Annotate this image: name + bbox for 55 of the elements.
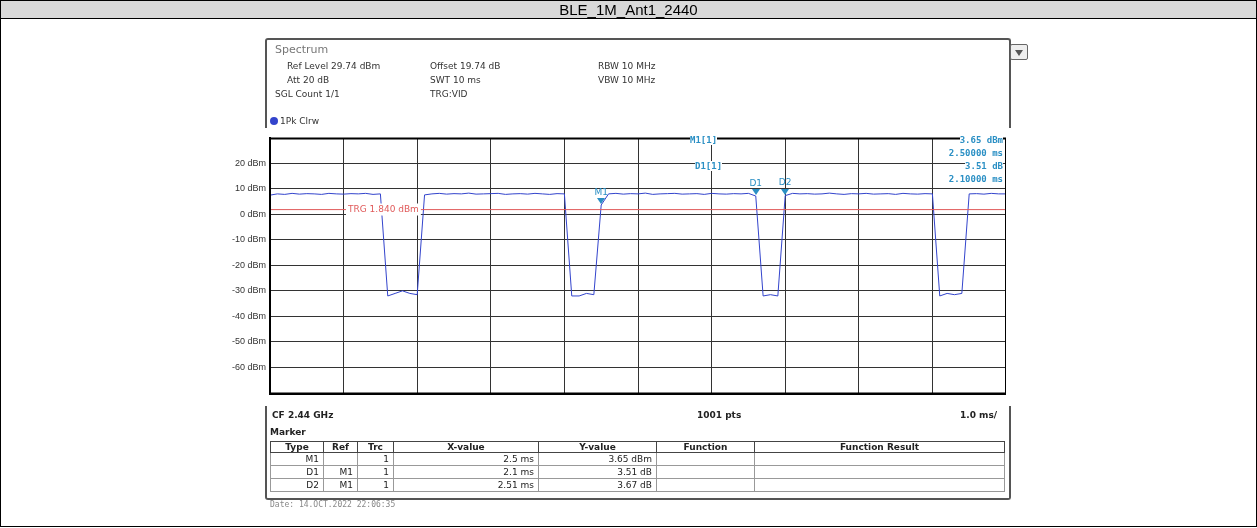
ref-line-label: TRG 1.840 dBm bbox=[347, 203, 419, 214]
text: TRG:VID bbox=[430, 89, 468, 99]
text: VBW 10 MHz bbox=[598, 75, 656, 85]
chart-title: BLE_1M_Ant1_2440 bbox=[0, 0, 1257, 19]
text: Y-value bbox=[538, 441, 657, 453]
text: SWT 10 ms bbox=[430, 75, 481, 85]
y-tick-label: 10 dBm bbox=[234, 183, 266, 194]
text: Spectrum bbox=[275, 43, 329, 56]
text: 1001 pts bbox=[697, 410, 742, 420]
legend-label: 1Pk Clrw bbox=[279, 116, 320, 126]
annotation: 3.51 dB bbox=[965, 161, 1003, 171]
text: Type bbox=[270, 441, 324, 453]
text: Offset 19.74 dB bbox=[430, 61, 501, 71]
text: X-value bbox=[393, 441, 539, 453]
y-tick-label: -50 dBm bbox=[231, 336, 266, 347]
y-tick-label: -10 dBm bbox=[231, 234, 266, 245]
text: CF 2.44 GHz bbox=[272, 410, 334, 420]
y-tick-label: -40 dBm bbox=[231, 310, 266, 321]
annotation: M1[1] bbox=[690, 135, 718, 145]
text: 2.1 ms bbox=[393, 465, 539, 479]
text: 2.5 ms bbox=[393, 452, 539, 466]
annotation: D1 bbox=[749, 177, 763, 188]
y-tick-label: 0 dBm bbox=[239, 208, 266, 219]
text: 1 bbox=[357, 465, 394, 479]
text: 3.67 dB bbox=[538, 478, 657, 492]
text: SGL Count 1/1 bbox=[275, 89, 340, 99]
text: 3.51 dB bbox=[538, 465, 657, 479]
text: D1 bbox=[270, 465, 324, 479]
text: Trc bbox=[357, 441, 394, 453]
annotation: 2.10000 ms bbox=[948, 174, 1003, 184]
text: M1 bbox=[323, 478, 358, 492]
text: 2.51 ms bbox=[393, 478, 539, 492]
text: 3.65 dBm bbox=[538, 452, 657, 466]
text: Ref bbox=[323, 441, 358, 453]
text: Att 20 dB bbox=[287, 75, 330, 85]
text: D2 bbox=[270, 478, 324, 492]
annotation: D1[1] bbox=[695, 161, 723, 171]
y-tick-label: -60 dBm bbox=[231, 361, 266, 372]
y-tick-label: 20 dBm bbox=[234, 157, 266, 168]
text: Date: 14.OCT.2022 22:06:35 bbox=[270, 500, 396, 509]
text: Function Result bbox=[754, 441, 1005, 453]
y-tick-label: -20 dBm bbox=[231, 259, 266, 270]
text: M1 bbox=[323, 465, 358, 479]
y-tick-label: -30 dBm bbox=[231, 285, 266, 296]
text: Ref Level 29.74 dBm bbox=[287, 61, 381, 71]
text: M1 bbox=[270, 452, 324, 466]
annotation: 2.50000 ms bbox=[948, 148, 1003, 158]
text: Marker bbox=[270, 427, 306, 437]
text: 1 bbox=[357, 478, 394, 492]
text: Function bbox=[656, 441, 755, 453]
text: RBW 10 MHz bbox=[598, 61, 656, 71]
annotation: M1 bbox=[594, 186, 608, 197]
annotation: 3.65 dBm bbox=[959, 135, 1003, 145]
text: 1 bbox=[357, 452, 394, 466]
text: 1.0 ms/ bbox=[960, 410, 998, 420]
